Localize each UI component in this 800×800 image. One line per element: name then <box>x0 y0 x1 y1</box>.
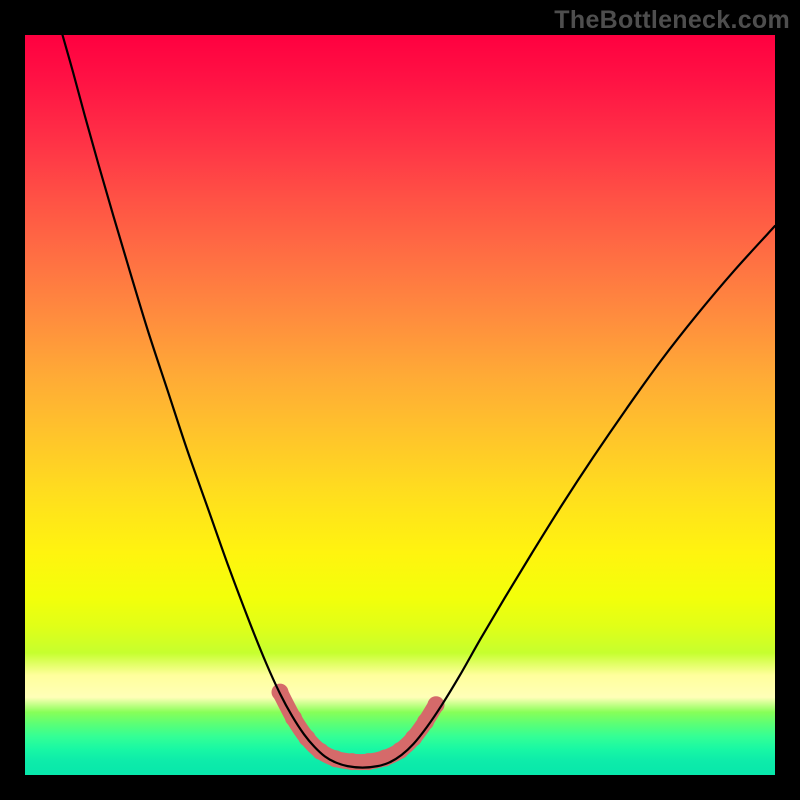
gradient-background <box>25 35 775 775</box>
chart-svg <box>25 35 775 775</box>
plot-area <box>25 35 775 775</box>
watermark-text: TheBottleneck.com <box>554 6 790 35</box>
